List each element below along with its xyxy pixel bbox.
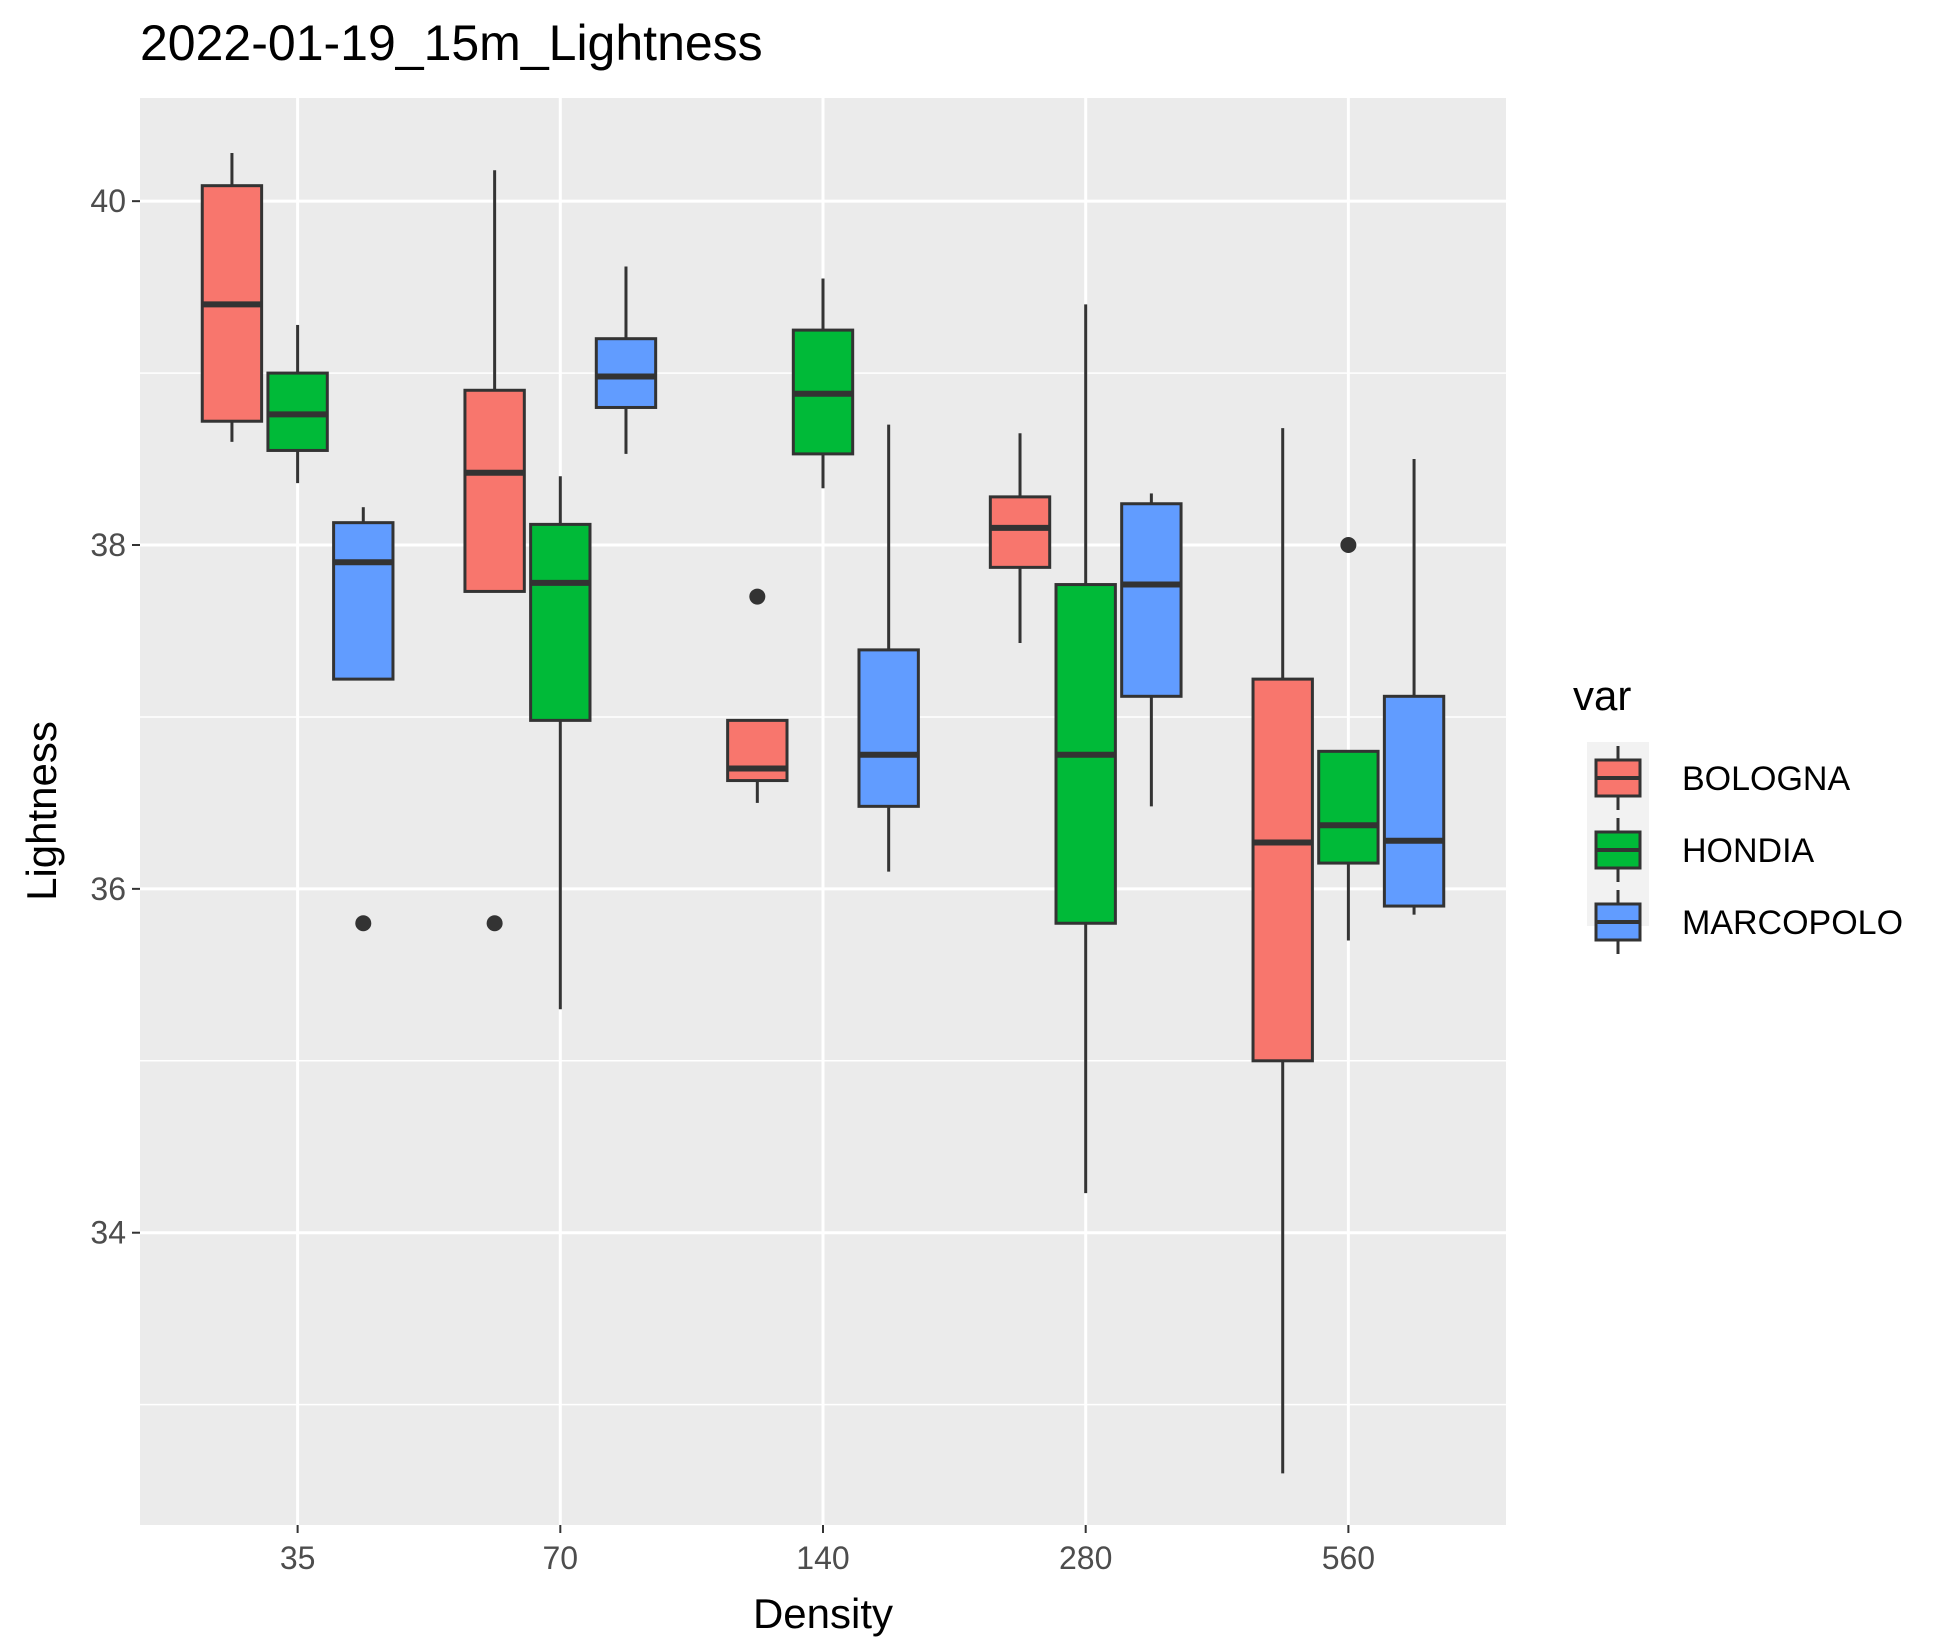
y-tick-label: 36	[90, 871, 126, 907]
legend-title: var	[1573, 672, 1631, 719]
legend-item-marcopolo: MARCOPOLO	[1594, 890, 1903, 954]
x-tick-label: 560	[1322, 1540, 1375, 1576]
box-bologna-140	[726, 588, 789, 803]
box-iqr	[594, 337, 658, 409]
box-hondia-560	[1317, 537, 1380, 941]
outlier-point	[355, 915, 372, 932]
box-iqr	[1251, 677, 1314, 1063]
box-iqr	[332, 521, 395, 681]
x-axis-title: Density	[753, 1590, 893, 1637]
outlier-point	[486, 915, 503, 932]
box-iqr	[988, 495, 1052, 569]
legend-label: MARCOPOLO	[1682, 904, 1903, 942]
box-bologna-70	[463, 170, 526, 932]
x-tick-label: 35	[280, 1540, 316, 1576]
box-bologna-280	[988, 433, 1052, 644]
chart-title: 2022-01-19_15m_Lightness	[140, 15, 763, 71]
box-hondia-280	[1054, 304, 1117, 1194]
box-hondia-35	[266, 324, 329, 484]
legend-label: BOLOGNA	[1682, 760, 1850, 798]
outlier-point	[1340, 537, 1357, 554]
x-tick-label: 70	[543, 1540, 579, 1576]
box-iqr	[529, 522, 592, 722]
box-bologna-560	[1251, 428, 1314, 1474]
outlier-point	[749, 588, 766, 605]
box-iqr	[1120, 502, 1183, 698]
box-iqr	[857, 648, 920, 808]
box-marcopolo-70	[594, 266, 658, 454]
x-axis-ticks: 35 70 140 280 560	[280, 1525, 1375, 1576]
box-iqr	[1317, 749, 1380, 865]
box-iqr	[463, 388, 526, 593]
box-hondia-70	[529, 476, 592, 1010]
y-axis-title: Lightness	[18, 721, 65, 901]
legend: var BOLOGNA HONDIA MARCOPOLO	[1573, 672, 1903, 954]
box-marcopolo-140	[857, 424, 920, 872]
box-hondia-140	[791, 278, 855, 489]
y-tick-label: 38	[90, 527, 126, 563]
x-tick-label: 140	[796, 1540, 849, 1576]
y-axis-ticks: 34 36 38 40	[90, 183, 140, 1251]
box-marcopolo-560	[1382, 459, 1446, 915]
box-marcopolo-35	[332, 507, 395, 932]
x-tick-label: 280	[1059, 1540, 1112, 1576]
legend-item-bologna: BOLOGNA	[1594, 746, 1850, 810]
box-marcopolo-280	[1120, 493, 1183, 807]
legend-label: HONDIA	[1682, 832, 1815, 870]
y-tick-label: 40	[90, 183, 126, 219]
legend-item-hondia: HONDIA	[1594, 818, 1815, 882]
box-iqr	[1382, 694, 1446, 908]
box-iqr	[726, 718, 789, 783]
box-bologna-35	[200, 153, 264, 442]
y-tick-label: 34	[90, 1215, 126, 1251]
boxes	[200, 153, 1446, 1474]
